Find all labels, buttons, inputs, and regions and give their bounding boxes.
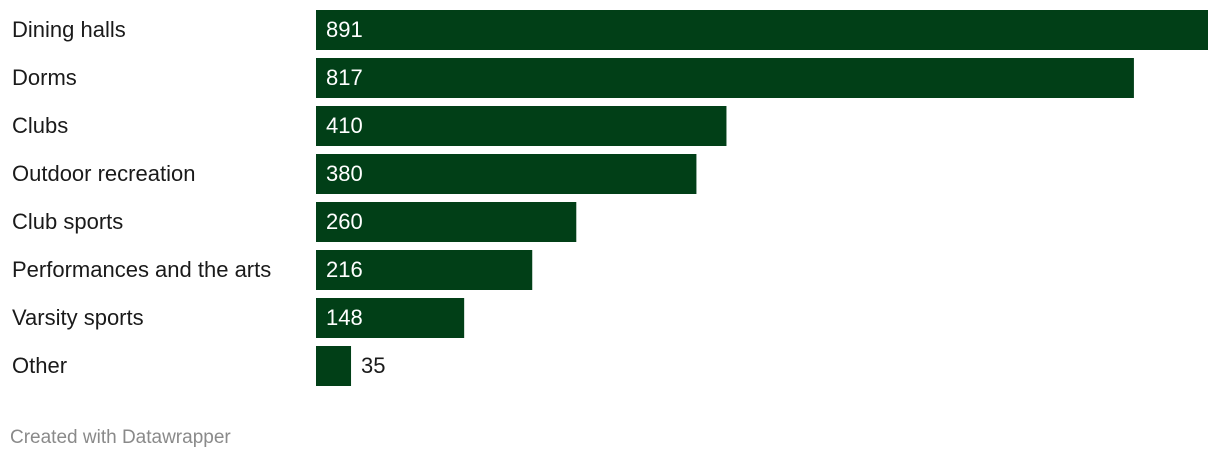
category-label: Other <box>12 353 67 378</box>
value-label: 148 <box>326 305 363 330</box>
value-label: 35 <box>361 353 385 378</box>
category-label: Clubs <box>12 113 68 138</box>
value-label: 891 <box>326 17 363 42</box>
bar <box>316 298 465 338</box>
category-label: Dining halls <box>12 17 126 42</box>
bar <box>316 10 1208 50</box>
category-label: Performances and the arts <box>12 257 271 282</box>
credit: Created with Datawrapper <box>10 427 231 448</box>
category-label: Outdoor recreation <box>12 161 195 186</box>
bar <box>316 346 352 386</box>
value-label: 380 <box>326 161 363 186</box>
category-label: Club sports <box>12 209 123 234</box>
bar <box>316 202 577 242</box>
bar <box>316 154 697 194</box>
value-label: 410 <box>326 113 363 138</box>
bar <box>316 58 1134 98</box>
category-label: Dorms <box>12 65 77 90</box>
value-label: 817 <box>326 65 363 90</box>
bar <box>316 106 727 146</box>
value-label: 260 <box>326 209 363 234</box>
bar <box>316 250 533 290</box>
category-label: Varsity sports <box>12 305 144 330</box>
value-label: 216 <box>326 257 363 282</box>
